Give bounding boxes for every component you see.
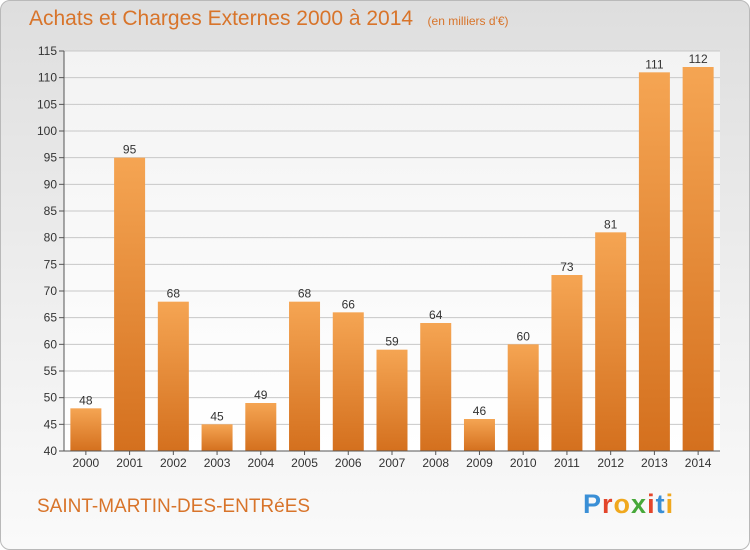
y-tick-label: 70 — [44, 284, 58, 298]
chart-subtitle: (en milliers d'€) — [427, 14, 509, 28]
y-tick-label: 80 — [44, 231, 58, 245]
bar-value-label: 111 — [645, 57, 664, 71]
x-tick-label: 2013 — [641, 456, 668, 470]
bar — [682, 67, 714, 451]
bar-value-label: 112 — [689, 52, 708, 66]
logo-letter: t — [655, 489, 666, 519]
bar-value-label: 95 — [123, 143, 137, 157]
bar — [638, 72, 670, 451]
bar-value-label: 48 — [79, 393, 93, 407]
x-tick-label: 2006 — [335, 456, 362, 470]
bar-value-label: 81 — [604, 217, 618, 231]
x-tick-label: 2008 — [422, 456, 449, 470]
bar-value-label: 64 — [429, 308, 443, 322]
y-tick-label: 50 — [44, 391, 58, 405]
logo-letter: P — [583, 489, 603, 519]
x-tick-label: 2000 — [73, 456, 100, 470]
logo-letter: r — [602, 489, 614, 519]
proxiti-logo[interactable]: Proxiti — [583, 489, 674, 520]
x-tick-label: 2010 — [510, 456, 537, 470]
x-tick-label: 2001 — [116, 456, 143, 470]
y-tick-label: 40 — [44, 444, 58, 458]
x-tick-label: 2002 — [160, 456, 187, 470]
y-tick-label: 95 — [44, 151, 58, 165]
bar-value-label: 60 — [517, 329, 531, 343]
bar — [507, 344, 539, 451]
x-tick-label: 2009 — [466, 456, 493, 470]
bar — [201, 424, 233, 451]
y-tick-label: 110 — [38, 71, 57, 85]
bar — [157, 301, 189, 451]
y-tick-label: 75 — [44, 257, 58, 271]
y-tick-label: 100 — [37, 124, 57, 138]
bar-value-label: 66 — [342, 297, 356, 311]
y-tick-label: 90 — [44, 177, 58, 191]
logo-letter: i — [647, 489, 656, 519]
x-tick-label: 2005 — [291, 456, 318, 470]
bar — [70, 408, 102, 451]
bar — [114, 157, 146, 451]
bar-value-label: 59 — [385, 335, 399, 349]
bar-value-label: 45 — [210, 409, 224, 423]
bar — [376, 349, 408, 451]
title-row: Achats et Charges Externes 2000 à 2014 (… — [29, 7, 509, 31]
x-tick-label: 2004 — [247, 456, 274, 470]
bar-value-label: 68 — [298, 287, 312, 301]
chart-title: Achats et Charges Externes 2000 à 2014 — [29, 7, 414, 30]
bar — [420, 323, 452, 451]
bar — [289, 301, 321, 451]
bar — [245, 403, 277, 451]
bar-value-label: 68 — [167, 287, 181, 301]
y-tick-label: 55 — [44, 364, 58, 378]
logo-letter: i — [665, 489, 675, 519]
logo-letter: o — [613, 489, 632, 519]
x-tick-label: 2007 — [379, 456, 406, 470]
bar — [332, 312, 364, 451]
bar — [463, 419, 495, 451]
y-tick-label: 85 — [44, 204, 58, 218]
bar-value-label: 49 — [254, 388, 268, 402]
y-tick-label: 65 — [44, 311, 58, 325]
y-tick-label: 45 — [44, 417, 58, 431]
x-tick-label: 2011 — [554, 456, 580, 470]
logo-letter: x — [631, 489, 648, 519]
bar — [595, 232, 627, 451]
x-tick-label: 2003 — [204, 456, 231, 470]
y-tick-label: 105 — [37, 97, 57, 111]
commune-name: SAINT-MARTIN-DES-ENTRéES — [37, 496, 311, 517]
y-tick-label: 115 — [38, 44, 57, 58]
y-tick-label: 60 — [44, 337, 58, 351]
bar-value-label: 46 — [473, 404, 487, 418]
bar-value-label: 73 — [560, 260, 574, 274]
x-tick-label: 2012 — [597, 456, 624, 470]
x-tick-label: 2014 — [685, 456, 712, 470]
bar — [551, 275, 583, 451]
